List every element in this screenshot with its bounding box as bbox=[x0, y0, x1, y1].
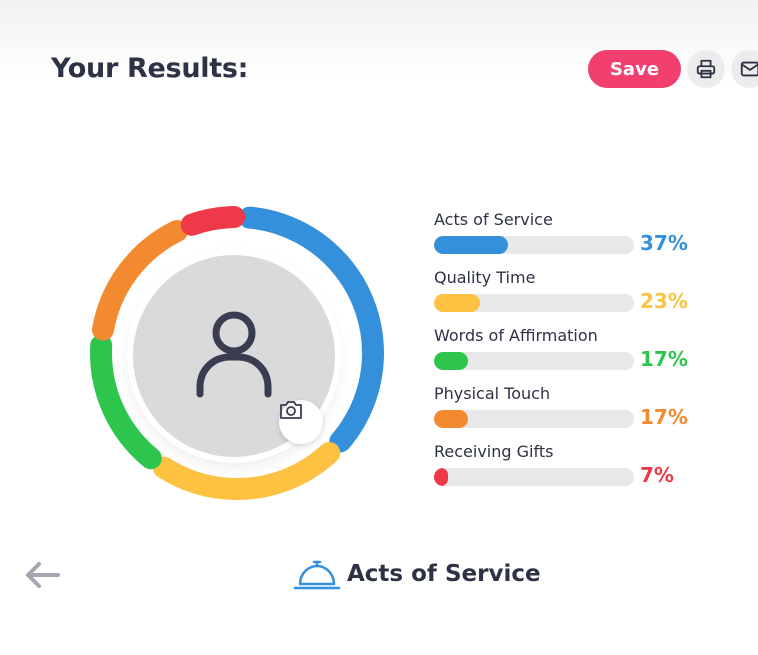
result-percent: 17% bbox=[640, 347, 688, 371]
result-bar-fill bbox=[434, 294, 480, 312]
donut-ring bbox=[89, 205, 384, 500]
primary-love-language: Acts of Service bbox=[347, 561, 541, 587]
result-row-acts-of-service: Acts of Service 37% bbox=[434, 210, 734, 268]
page-title: Your Results: bbox=[51, 53, 249, 84]
donut-segment-receiving-gifts bbox=[89, 205, 384, 500]
result-percent: 17% bbox=[640, 405, 688, 429]
result-percent: 7% bbox=[640, 463, 674, 487]
result-percent: 23% bbox=[640, 289, 688, 313]
printer-icon bbox=[696, 59, 716, 79]
result-label: Receiving Gifts bbox=[434, 442, 554, 461]
donut-segment-words-of-affirmation bbox=[89, 205, 384, 500]
result-bar-track bbox=[434, 468, 634, 486]
result-bar-fill bbox=[434, 236, 508, 254]
camera-icon bbox=[280, 401, 302, 419]
result-label: Physical Touch bbox=[434, 384, 551, 403]
result-percent: 37% bbox=[640, 231, 688, 255]
donut-segment-quality-time bbox=[89, 205, 384, 500]
service-bell-icon bbox=[293, 560, 341, 590]
result-bar-track bbox=[434, 236, 634, 254]
back-arrow-icon[interactable] bbox=[24, 560, 62, 590]
results-donut-chart bbox=[82, 198, 392, 508]
result-row-words-of-affirmation: Words of Affirmation 17% bbox=[434, 326, 734, 384]
save-button[interactable]: Save bbox=[588, 50, 681, 88]
results-list: Acts of Service 37% Quality Time 23% Wor… bbox=[434, 210, 734, 500]
change-photo-button[interactable] bbox=[279, 400, 323, 444]
email-button[interactable] bbox=[731, 50, 758, 88]
result-row-physical-touch: Physical Touch 17% bbox=[434, 384, 734, 442]
result-label: Quality Time bbox=[434, 268, 536, 287]
mail-icon bbox=[740, 61, 758, 77]
result-bar-fill bbox=[434, 410, 468, 428]
result-bar-fill bbox=[434, 468, 448, 486]
result-label: Acts of Service bbox=[434, 210, 553, 229]
result-label: Words of Affirmation bbox=[434, 326, 598, 345]
result-bar-track bbox=[434, 352, 634, 370]
user-icon bbox=[196, 311, 272, 398]
result-bar-track bbox=[434, 294, 634, 312]
result-bar-track bbox=[434, 410, 634, 428]
result-row-receiving-gifts: Receiving Gifts 7% bbox=[434, 442, 734, 500]
result-row-quality-time: Quality Time 23% bbox=[434, 268, 734, 326]
result-bar-fill bbox=[434, 352, 468, 370]
print-button[interactable] bbox=[687, 50, 725, 88]
